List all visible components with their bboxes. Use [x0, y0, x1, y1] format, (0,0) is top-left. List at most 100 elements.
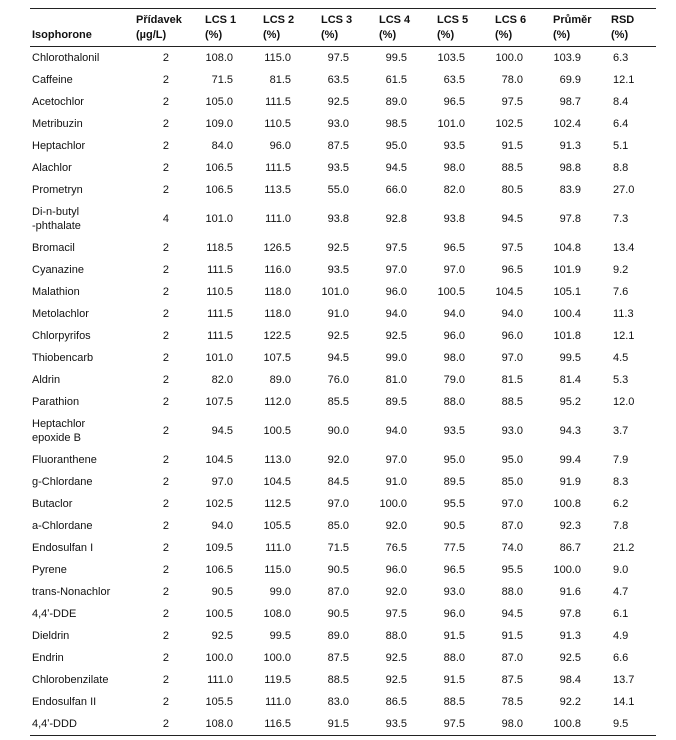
- cell-value: 2: [162, 652, 169, 664]
- cell-value: 91.6: [559, 586, 581, 598]
- cell-value: 89.0: [269, 374, 291, 386]
- cell-value: 13.4: [613, 242, 635, 254]
- cell-value: 88.0: [501, 586, 523, 598]
- table-row: Butaclor 2 102.5 112.5 97.0 100.0 95.5 97.0 100.…: [30, 493, 656, 515]
- cell-value: 88.0: [443, 652, 465, 664]
- cell-value: 111.5: [265, 162, 291, 174]
- table-row: Parathion 2 107.5 112.0 85.5 89.5 88.0 88.5 95.2…: [30, 391, 656, 413]
- table-row: Heptachlor 2 84.0 96.0 87.5 95.0 93.5 91.5 91.3 5…: [30, 135, 656, 157]
- cell-value: 98.8: [559, 162, 581, 174]
- cell-value: 71.5: [211, 74, 233, 86]
- table-row: Acetochlor 2 105.0 111.5 92.5 89.0 96.5 97.5 98.…: [30, 91, 656, 113]
- cell-value: 88.5: [501, 162, 523, 174]
- cell-value: 105.5: [205, 696, 233, 708]
- table-row: a-Chlordane 2 94.0 105.5 85.0 92.0 90.5 87.0 92.…: [30, 515, 656, 537]
- cell-value: 100.5: [437, 286, 465, 298]
- cell-value: 100.8: [553, 498, 581, 510]
- cell-value: 102.5: [495, 118, 523, 130]
- cell-value: 6.2: [613, 498, 629, 510]
- cell-value: 92.5: [559, 652, 581, 664]
- cell-value: 2: [162, 425, 169, 437]
- cell-value: 97.8: [559, 213, 581, 225]
- cell-value: 91.5: [501, 140, 523, 152]
- cell-value: 92.5: [385, 330, 407, 342]
- cell-value: 6.1: [613, 608, 629, 620]
- cell-value: 95.0: [385, 140, 407, 152]
- cell-value: 107.5: [263, 352, 291, 364]
- cell-value: 96.0: [443, 608, 465, 620]
- cell-value: 103.5: [437, 52, 465, 64]
- cell-value: 97.5: [501, 242, 523, 254]
- compound-name: Prometryn: [32, 184, 83, 196]
- cell-value: 106.5: [205, 162, 233, 174]
- cell-value: 2: [162, 330, 169, 342]
- table-row: Di-n-butyl -phthalate 4 101.0 111.0 93.8 92.8…: [30, 201, 656, 237]
- cell-value: 91.5: [501, 630, 523, 642]
- cell-value: 104.5: [495, 286, 523, 298]
- header-line: (%): [379, 29, 397, 41]
- cell-value: 106.5: [205, 184, 233, 196]
- cell-value: 2: [162, 608, 169, 620]
- cell-value: 92.5: [211, 630, 233, 642]
- cell-value: 85.0: [327, 520, 349, 532]
- cell-value: 92.5: [327, 242, 349, 254]
- cell-value: 95.0: [501, 454, 523, 466]
- compound-name: Bromacil: [32, 242, 75, 254]
- cell-value: 2: [162, 476, 169, 488]
- table-row: Aldrin 2 82.0 89.0 76.0 81.0 79.0 81.5 81.4 5.3: [30, 369, 656, 391]
- cell-value: 111.5: [265, 96, 291, 108]
- cell-value: 94.0: [385, 308, 407, 320]
- cell-value: 116.0: [264, 264, 291, 276]
- column-header: LCS 4 (%): [377, 9, 435, 47]
- cell-value: 78.5: [501, 696, 523, 708]
- cell-value: 109.0: [205, 118, 233, 130]
- cell-value: 111.5: [207, 308, 233, 320]
- cell-value: 87.0: [501, 520, 523, 532]
- table-row: Cyanazine 2 111.5 116.0 93.5 97.0 97.0 96.5 101.…: [30, 259, 656, 281]
- cell-value: 2: [162, 564, 169, 576]
- cell-value: 95.2: [559, 396, 581, 408]
- cell-value: 92.0: [385, 586, 407, 598]
- cell-value: 97.0: [385, 454, 407, 466]
- cell-value: 97.0: [443, 264, 465, 276]
- cell-value: 100.0: [495, 52, 523, 64]
- compound-name: a-Chlordane: [32, 520, 93, 532]
- cell-value: 100.0: [553, 564, 581, 576]
- cell-value: 87.5: [327, 652, 349, 664]
- column-header: Isophorone: [30, 9, 134, 47]
- cell-value: 91.0: [385, 476, 407, 488]
- cell-value: 90.5: [443, 520, 465, 532]
- compound-name: Chlorpyrifos: [32, 330, 91, 342]
- cell-value: 2: [162, 498, 169, 510]
- cell-value: 126.5: [263, 242, 291, 254]
- table-row: 4,4ʹ-DDD 2 108.0 116.5 91.5 93.5 97.5 98.0 100.8…: [30, 713, 656, 736]
- cell-value: 100.0: [379, 498, 407, 510]
- cell-value: 81.0: [385, 374, 407, 386]
- header-line: LCS 3: [321, 14, 353, 26]
- header-line: (%): [437, 29, 455, 41]
- header-line: Přídavek: [136, 14, 182, 26]
- cell-value: 89.0: [385, 96, 407, 108]
- cell-value: 2: [162, 696, 169, 708]
- cell-value: 6.3: [613, 52, 629, 64]
- table-row: Endosulfan I 2 109.5 111.0 71.5 76.5 77.5 74.0 8…: [30, 537, 656, 559]
- header-line: Isophorone: [32, 29, 92, 41]
- cell-value: 98.0: [443, 352, 465, 364]
- cell-value: 91.3: [559, 140, 581, 152]
- cell-value: 90.5: [211, 586, 233, 598]
- cell-value: 93.8: [443, 213, 465, 225]
- cell-value: 91.9: [559, 476, 581, 488]
- cell-value: 92.3: [559, 520, 581, 532]
- cell-value: 104.5: [263, 476, 291, 488]
- compound-name: 4,4ʹ-DDD: [32, 718, 77, 730]
- cell-value: 96.5: [443, 242, 465, 254]
- cell-value: 111.0: [265, 213, 291, 225]
- column-header: LCS 5 (%): [435, 9, 493, 47]
- table-row: Endosulfan II 2 105.5 111.0 83.0 86.5 88.5 78.5…: [30, 691, 656, 713]
- cell-value: 110.5: [264, 118, 291, 130]
- cell-value: 98.0: [501, 718, 523, 730]
- header-line: (%): [495, 29, 513, 41]
- table-row: Endrin 2 100.0 100.0 87.5 92.5 88.0 87.0 92.5 6.6: [30, 647, 656, 669]
- cell-value: 2: [162, 162, 169, 174]
- cell-value: 97.0: [385, 264, 407, 276]
